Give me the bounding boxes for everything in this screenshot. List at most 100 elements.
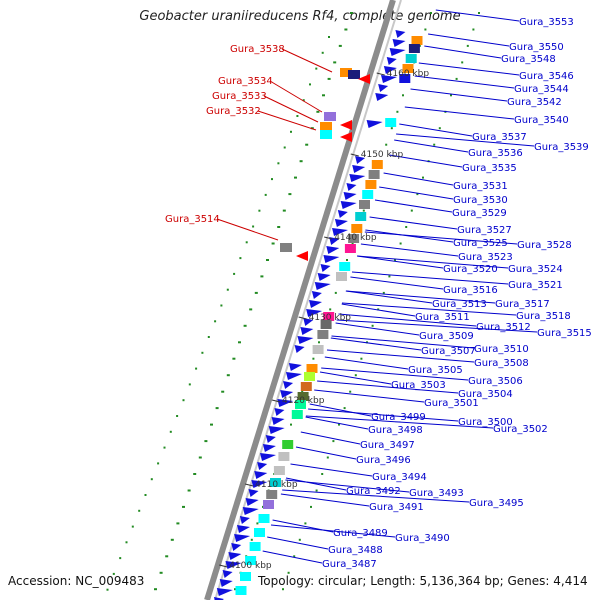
guide-dot bbox=[405, 226, 408, 228]
gene-block bbox=[273, 466, 285, 475]
leader-line bbox=[428, 33, 510, 47]
guide-dot bbox=[232, 357, 236, 360]
leader-line bbox=[350, 276, 444, 290]
forward-gene-arrow bbox=[366, 120, 383, 128]
guide-dot bbox=[243, 324, 247, 327]
reverse-gene-arrow bbox=[340, 120, 352, 130]
tick-label: 4140 kbp bbox=[334, 233, 377, 243]
guide-dot bbox=[256, 522, 259, 525]
leader-line bbox=[272, 519, 334, 533]
forward-gene-arrow bbox=[395, 30, 406, 38]
leader-line bbox=[399, 123, 473, 137]
gene-label-right: Gura_3517 bbox=[495, 299, 550, 310]
leader-line bbox=[308, 408, 459, 422]
leader-line bbox=[326, 349, 475, 363]
leader-line bbox=[369, 216, 458, 230]
forward-gene-arrow bbox=[326, 246, 340, 254]
guide-dot bbox=[333, 61, 337, 64]
tick-mark bbox=[376, 72, 385, 76]
gene-label-right: Gura_3487 bbox=[322, 559, 377, 570]
gene-label-right: Gura_3504 bbox=[458, 389, 513, 400]
leader-line-left bbox=[216, 218, 279, 241]
guide-dot bbox=[176, 415, 179, 417]
forward-gene-arrow bbox=[222, 570, 233, 578]
guide-dot bbox=[327, 77, 331, 80]
gene-label-right: Gura_3501 bbox=[424, 398, 479, 409]
gene-label-right: Gura_3503 bbox=[391, 380, 446, 391]
leader-line bbox=[300, 431, 361, 445]
leader-line bbox=[319, 371, 392, 385]
guide-dot bbox=[138, 509, 141, 512]
leader-line bbox=[396, 133, 535, 147]
gene-label-right: Gura_3535 bbox=[462, 163, 517, 174]
gene-block bbox=[278, 452, 290, 461]
tick-mark bbox=[324, 236, 333, 240]
guide-dot bbox=[249, 308, 253, 311]
guide-dot bbox=[315, 489, 318, 492]
gene-block bbox=[368, 170, 380, 179]
guide-dot bbox=[264, 193, 267, 196]
gene-block bbox=[312, 345, 324, 354]
leader-line bbox=[285, 479, 410, 493]
guide-dot bbox=[366, 341, 368, 344]
guide-dot bbox=[318, 341, 320, 344]
forward-gene-arrow bbox=[294, 345, 305, 353]
gene-block bbox=[351, 224, 363, 233]
tick-mark bbox=[298, 316, 307, 320]
guide-dot bbox=[422, 176, 424, 179]
forward-gene-arrow bbox=[340, 201, 357, 209]
gene-label-right: Gura_3546 bbox=[519, 71, 574, 82]
tick-label: 4130 kbp bbox=[309, 313, 352, 323]
backbone-inner-track bbox=[214, 0, 402, 600]
guide-dot bbox=[343, 407, 346, 410]
gene-block bbox=[306, 364, 318, 373]
gene-block bbox=[371, 160, 383, 169]
gene-label-right: Gura_3528 bbox=[517, 240, 572, 251]
gene-label-right: Gura_3512 bbox=[476, 322, 531, 333]
leader-line bbox=[321, 367, 469, 381]
gene-block bbox=[362, 190, 374, 199]
leader-line bbox=[305, 415, 494, 429]
leader-line bbox=[330, 337, 422, 351]
gene-label-right: Gura_3489 bbox=[333, 528, 388, 539]
guide-dot bbox=[316, 110, 320, 113]
forward-gene-arrow bbox=[343, 192, 357, 200]
guide-dot bbox=[150, 478, 153, 481]
guide-dot bbox=[299, 160, 303, 163]
gene-label-left: Gura_3538 bbox=[230, 44, 285, 55]
gene-label-right: Gura_3494 bbox=[372, 472, 427, 483]
guide-dot bbox=[198, 456, 202, 459]
leader-line bbox=[414, 75, 515, 89]
guide-dot bbox=[402, 94, 404, 97]
guide-dot bbox=[234, 588, 236, 591]
gene-label-right: Gura_3505 bbox=[408, 365, 463, 376]
leader-line bbox=[365, 229, 454, 243]
gene-label-right: Gura_3510 bbox=[474, 344, 529, 355]
forward-gene-arrow bbox=[346, 183, 357, 191]
forward-gene-arrow bbox=[234, 534, 251, 542]
gene-block bbox=[304, 372, 315, 381]
guide-dot bbox=[360, 357, 363, 360]
gene-block bbox=[266, 490, 278, 499]
gene-block bbox=[323, 312, 335, 321]
guide-dot bbox=[233, 272, 236, 275]
guide-dot bbox=[288, 193, 292, 196]
guide-dot bbox=[214, 320, 217, 323]
leader-line bbox=[335, 322, 420, 336]
guide-dot bbox=[350, 12, 353, 14]
guide-dot bbox=[302, 99, 305, 102]
leader-line bbox=[389, 154, 463, 168]
guide-dot bbox=[293, 555, 296, 558]
forward-gene-arrow bbox=[262, 444, 276, 452]
reverse-gene-block bbox=[320, 122, 332, 131]
guide-dot bbox=[165, 555, 169, 558]
leader-line bbox=[282, 489, 470, 503]
guide-dot bbox=[371, 324, 374, 327]
tick-mark bbox=[245, 483, 254, 487]
gene-block bbox=[399, 74, 411, 83]
guide-dot bbox=[346, 259, 348, 261]
forward-gene-arrow bbox=[320, 264, 331, 272]
gene-label-right: Gura_3498 bbox=[368, 425, 423, 436]
guide-dot bbox=[220, 304, 223, 307]
forward-gene-arrow bbox=[314, 282, 331, 290]
